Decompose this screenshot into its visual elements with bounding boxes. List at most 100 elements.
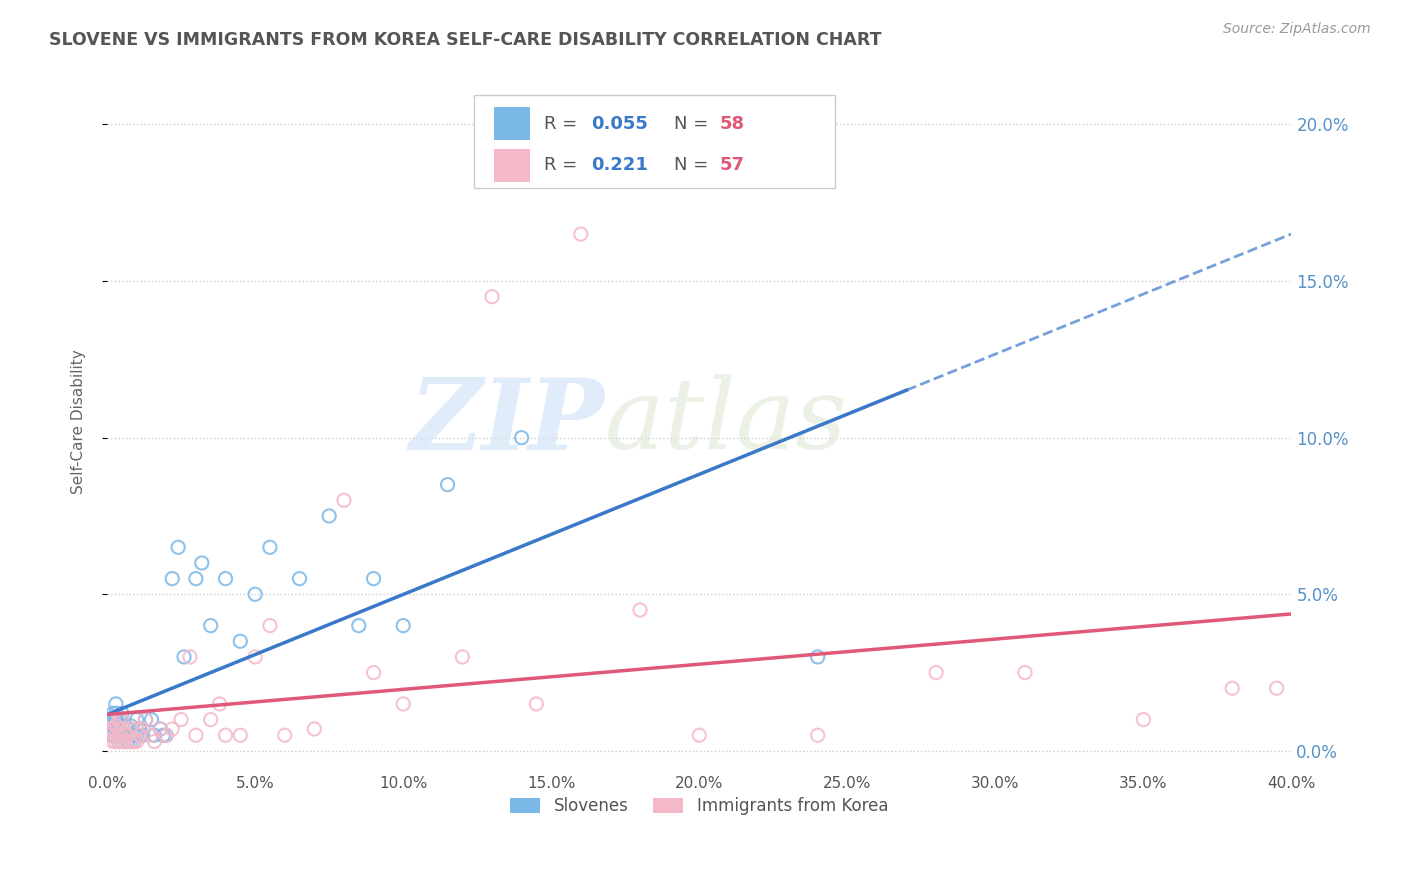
Point bbox=[143, 734, 166, 748]
Point bbox=[108, 722, 131, 736]
Point bbox=[111, 728, 134, 742]
Point bbox=[451, 649, 474, 664]
Point bbox=[131, 728, 153, 742]
Point bbox=[259, 541, 281, 555]
Point bbox=[114, 728, 136, 742]
Point bbox=[179, 649, 201, 664]
Point bbox=[526, 697, 548, 711]
Text: SLOVENE VS IMMIGRANTS FROM KOREA SELF-CARE DISABILITY CORRELATION CHART: SLOVENE VS IMMIGRANTS FROM KOREA SELF-CA… bbox=[49, 31, 882, 49]
Point bbox=[363, 665, 385, 680]
Point bbox=[125, 728, 148, 742]
Point bbox=[108, 713, 131, 727]
Point bbox=[122, 734, 145, 748]
Point bbox=[120, 719, 142, 733]
Point bbox=[117, 728, 139, 742]
Point bbox=[160, 572, 183, 586]
Text: N =: N = bbox=[675, 156, 714, 174]
Point bbox=[170, 713, 193, 727]
Point bbox=[243, 587, 266, 601]
Point bbox=[111, 734, 134, 748]
Point bbox=[101, 713, 124, 727]
Point bbox=[114, 719, 136, 733]
Point bbox=[1220, 681, 1243, 696]
Point bbox=[628, 603, 651, 617]
Point bbox=[191, 556, 214, 570]
Point bbox=[131, 722, 153, 736]
Point bbox=[259, 618, 281, 632]
Point bbox=[688, 728, 710, 742]
Point bbox=[111, 706, 134, 721]
Point bbox=[149, 722, 172, 736]
Point bbox=[392, 618, 415, 632]
Point bbox=[128, 728, 150, 742]
Point bbox=[120, 722, 142, 736]
Point bbox=[288, 572, 311, 586]
Point bbox=[200, 713, 222, 727]
Point bbox=[274, 728, 297, 742]
Point bbox=[101, 713, 124, 727]
FancyBboxPatch shape bbox=[474, 95, 835, 187]
Point bbox=[184, 728, 207, 742]
Point bbox=[111, 722, 134, 736]
Point bbox=[104, 728, 127, 742]
Point bbox=[101, 706, 124, 721]
Point bbox=[392, 697, 415, 711]
Point bbox=[98, 722, 121, 736]
Point bbox=[184, 572, 207, 586]
Point bbox=[104, 728, 127, 742]
Point bbox=[117, 734, 139, 748]
Text: Source: ZipAtlas.com: Source: ZipAtlas.com bbox=[1223, 22, 1371, 37]
Point bbox=[98, 719, 121, 733]
Point bbox=[363, 572, 385, 586]
Point bbox=[114, 728, 136, 742]
Point bbox=[155, 728, 177, 742]
Text: R =: R = bbox=[544, 115, 583, 133]
Text: ZIP: ZIP bbox=[409, 374, 605, 470]
Text: 0.055: 0.055 bbox=[592, 115, 648, 133]
Point bbox=[229, 728, 252, 742]
Point bbox=[104, 697, 127, 711]
Point bbox=[1014, 665, 1036, 680]
Point bbox=[510, 431, 533, 445]
Point bbox=[128, 728, 150, 742]
Y-axis label: Self-Care Disability: Self-Care Disability bbox=[72, 350, 86, 494]
Point bbox=[141, 713, 163, 727]
Point bbox=[1132, 713, 1154, 727]
Text: atlas: atlas bbox=[605, 375, 848, 470]
Point bbox=[125, 734, 148, 748]
Point bbox=[436, 477, 458, 491]
Point bbox=[569, 227, 592, 241]
FancyBboxPatch shape bbox=[495, 107, 530, 141]
Point bbox=[125, 722, 148, 736]
Point bbox=[160, 722, 183, 736]
Point bbox=[120, 734, 142, 748]
Point bbox=[807, 728, 830, 742]
Point bbox=[122, 734, 145, 748]
Text: 57: 57 bbox=[720, 156, 744, 174]
Point bbox=[104, 706, 127, 721]
Point bbox=[98, 728, 121, 742]
Point bbox=[925, 665, 948, 680]
Point bbox=[122, 728, 145, 742]
Point bbox=[128, 722, 150, 736]
Point bbox=[1265, 681, 1288, 696]
Point bbox=[104, 719, 127, 733]
Point bbox=[135, 713, 157, 727]
Point bbox=[807, 649, 830, 664]
Point bbox=[98, 713, 121, 727]
Point bbox=[108, 713, 131, 727]
Point bbox=[481, 290, 503, 304]
Point bbox=[208, 697, 231, 711]
FancyBboxPatch shape bbox=[495, 149, 530, 182]
Point bbox=[347, 618, 370, 632]
Point bbox=[167, 541, 190, 555]
Point bbox=[108, 734, 131, 748]
Point bbox=[111, 734, 134, 748]
Point bbox=[149, 722, 172, 736]
Point bbox=[155, 728, 177, 742]
Point bbox=[101, 722, 124, 736]
Point bbox=[125, 713, 148, 727]
Point bbox=[143, 728, 166, 742]
Point bbox=[304, 722, 326, 736]
Point bbox=[98, 713, 121, 727]
